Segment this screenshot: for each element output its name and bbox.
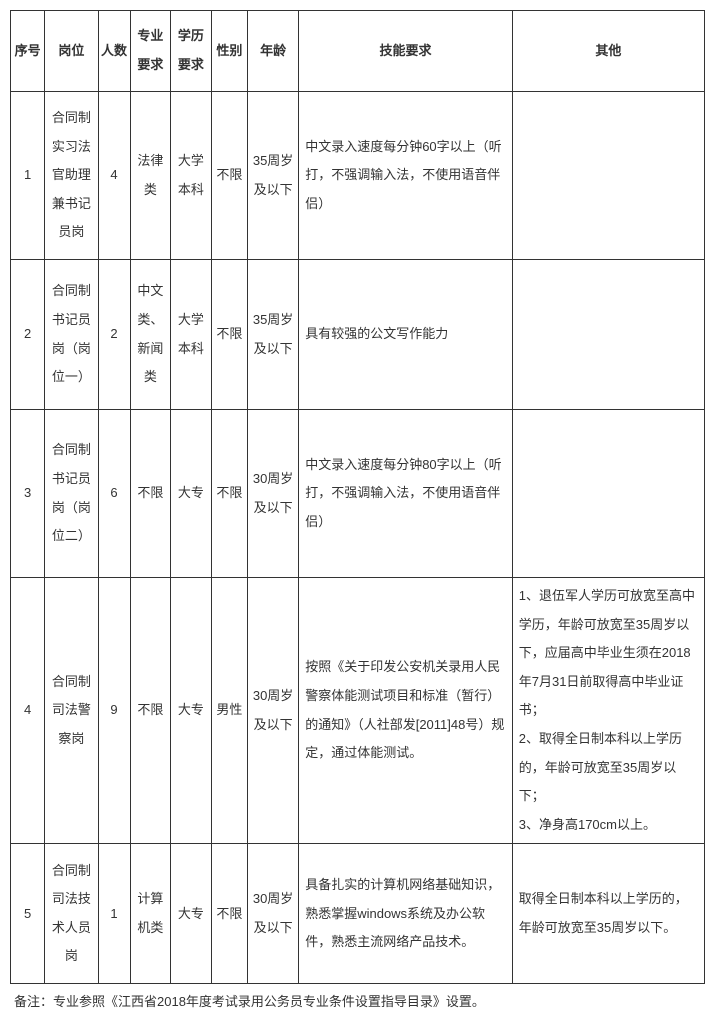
cell-seq: 2 xyxy=(11,260,45,410)
cell-position: 合同制司法警察岗 xyxy=(45,578,98,844)
cell-education: 大专 xyxy=(171,844,212,984)
table-row: 2合同制书记员岗（岗位一）2中文类、新闻类大学本科不限35周岁及以下具有较强的公… xyxy=(11,260,705,410)
col-position: 岗位 xyxy=(45,11,98,92)
col-gender: 性别 xyxy=(211,11,247,92)
cell-skill: 中文录入速度每分钟60字以上（听打，不强调输入法，不使用语音伴侣） xyxy=(299,92,513,260)
cell-gender: 不限 xyxy=(211,844,247,984)
cell-seq: 4 xyxy=(11,578,45,844)
table-row: 1合同制实习法官助理兼书记员岗4法律类大学本科不限35周岁及以下中文录入速度每分… xyxy=(11,92,705,260)
col-other: 其他 xyxy=(512,11,704,92)
footnote: 备注：专业参照《江西省2018年度考试录用公务员专业条件设置指导目录》设置。 xyxy=(10,984,705,1013)
cell-education: 大学本科 xyxy=(171,260,212,410)
cell-count: 4 xyxy=(98,92,130,260)
cell-other xyxy=(512,410,704,578)
cell-other: 取得全日制本科以上学历的，年龄可放宽至35周岁以下。 xyxy=(512,844,704,984)
cell-position: 合同制书记员岗（岗位一） xyxy=(45,260,98,410)
cell-gender: 男性 xyxy=(211,578,247,844)
cell-count: 6 xyxy=(98,410,130,578)
cell-position: 合同制书记员岗（岗位二） xyxy=(45,410,98,578)
cell-education: 大专 xyxy=(171,410,212,578)
cell-count: 1 xyxy=(98,844,130,984)
col-major: 专业要求 xyxy=(130,11,171,92)
col-age: 年龄 xyxy=(247,11,298,92)
table-header-row: 序号 岗位 人数 专业要求 学历要求 性别 年龄 技能要求 其他 xyxy=(11,11,705,92)
cell-other xyxy=(512,92,704,260)
cell-gender: 不限 xyxy=(211,410,247,578)
col-education: 学历要求 xyxy=(171,11,212,92)
cell-major: 法律类 xyxy=(130,92,171,260)
cell-position: 合同制实习法官助理兼书记员岗 xyxy=(45,92,98,260)
cell-count: 2 xyxy=(98,260,130,410)
cell-age: 35周岁及以下 xyxy=(247,260,298,410)
cell-skill: 具备扎实的计算机网络基础知识，熟悉掌握windows系统及办公软件，熟悉主流网络… xyxy=(299,844,513,984)
cell-gender: 不限 xyxy=(211,92,247,260)
recruitment-table: 序号 岗位 人数 专业要求 学历要求 性别 年龄 技能要求 其他 1合同制实习法… xyxy=(10,10,705,984)
cell-major: 不限 xyxy=(130,410,171,578)
col-count: 人数 xyxy=(98,11,130,92)
table-row: 4合同制司法警察岗9不限大专男性30周岁及以下按照《关于印发公安机关录用人民警察… xyxy=(11,578,705,844)
cell-seq: 5 xyxy=(11,844,45,984)
cell-age: 30周岁及以下 xyxy=(247,410,298,578)
cell-age: 30周岁及以下 xyxy=(247,844,298,984)
cell-major: 中文类、新闻类 xyxy=(130,260,171,410)
cell-major: 不限 xyxy=(130,578,171,844)
table-body: 1合同制实习法官助理兼书记员岗4法律类大学本科不限35周岁及以下中文录入速度每分… xyxy=(11,92,705,984)
cell-skill: 中文录入速度每分钟80字以上（听打，不强调输入法，不使用语音伴侣） xyxy=(299,410,513,578)
col-skill: 技能要求 xyxy=(299,11,513,92)
cell-position: 合同制司法技术人员岗 xyxy=(45,844,98,984)
cell-seq: 3 xyxy=(11,410,45,578)
cell-count: 9 xyxy=(98,578,130,844)
table-row: 3合同制书记员岗（岗位二）6不限大专不限30周岁及以下中文录入速度每分钟80字以… xyxy=(11,410,705,578)
cell-age: 35周岁及以下 xyxy=(247,92,298,260)
col-seq: 序号 xyxy=(11,11,45,92)
cell-gender: 不限 xyxy=(211,260,247,410)
cell-other: 1、退伍军人学历可放宽至高中学历，年龄可放宽至35周岁以下，应届高中毕业生须在2… xyxy=(512,578,704,844)
cell-major: 计算机类 xyxy=(130,844,171,984)
cell-age: 30周岁及以下 xyxy=(247,578,298,844)
cell-education: 大学本科 xyxy=(171,92,212,260)
cell-seq: 1 xyxy=(11,92,45,260)
cell-skill: 按照《关于印发公安机关录用人民警察体能测试项目和标准（暂行）的通知》（人社部发[… xyxy=(299,578,513,844)
cell-skill: 具有较强的公文写作能力 xyxy=(299,260,513,410)
cell-other xyxy=(512,260,704,410)
cell-education: 大专 xyxy=(171,578,212,844)
table-row: 5合同制司法技术人员岗1计算机类大专不限30周岁及以下具备扎实的计算机网络基础知… xyxy=(11,844,705,984)
